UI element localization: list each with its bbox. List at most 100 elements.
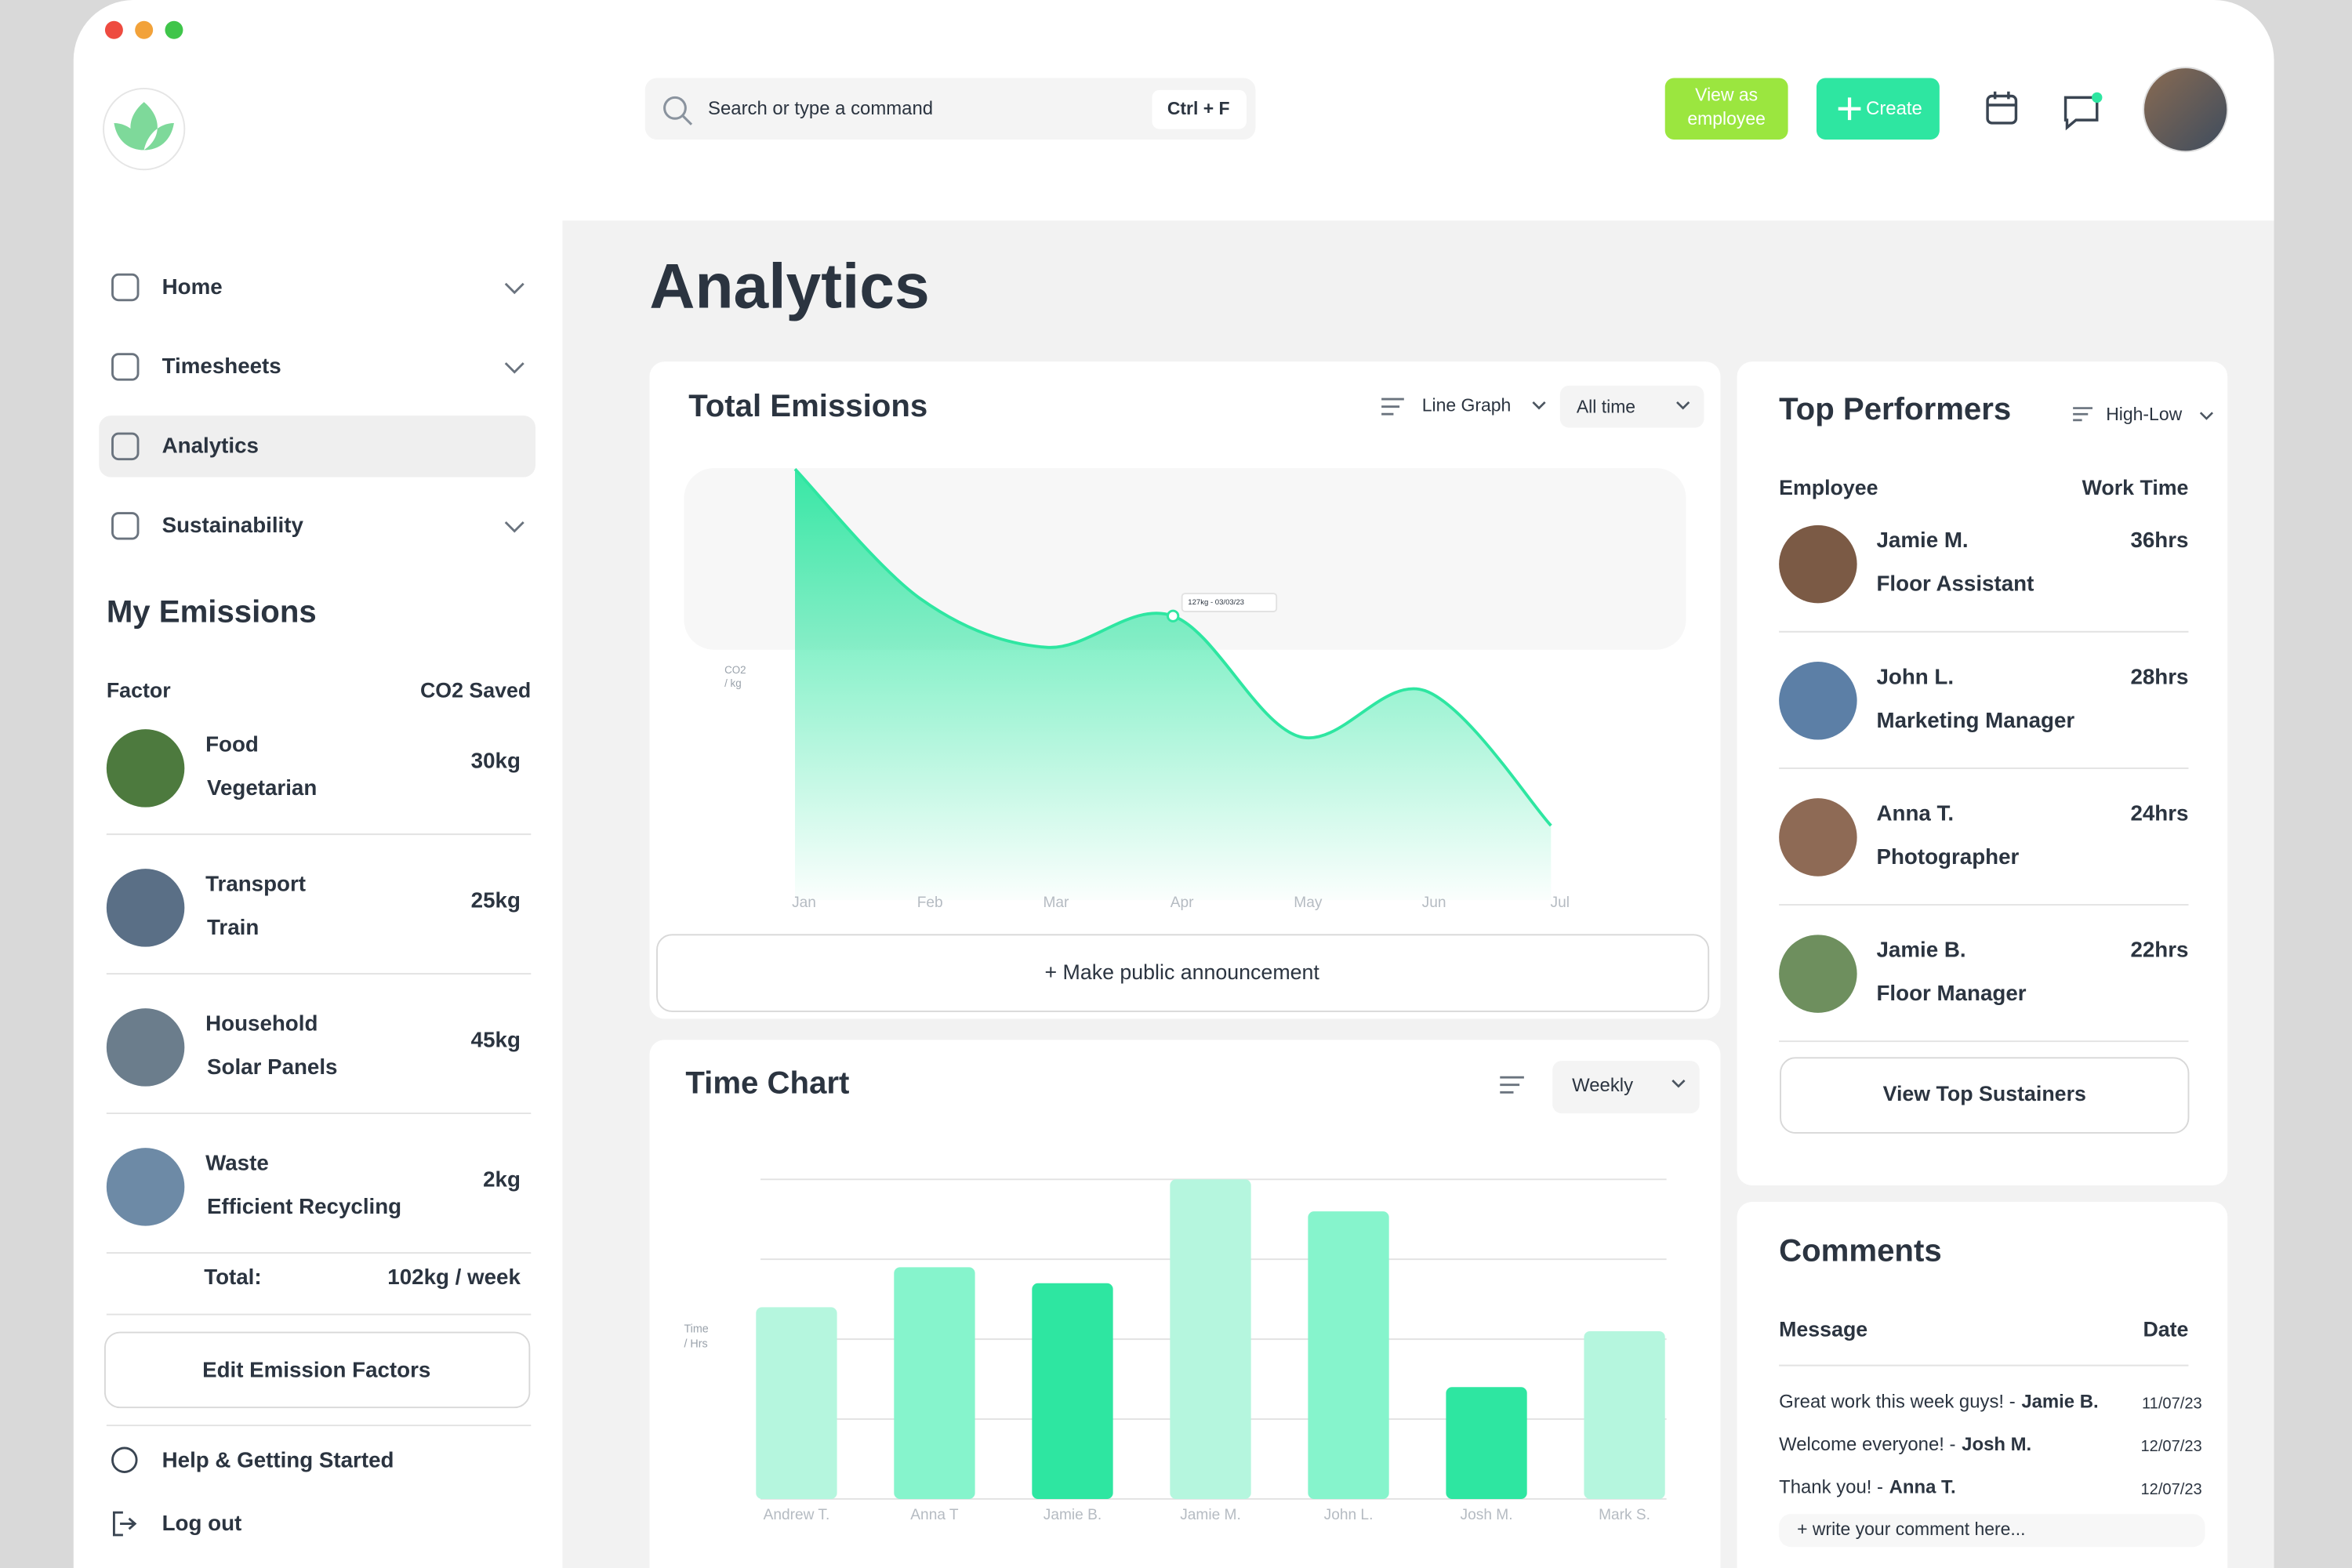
view-as-label: employee [1687,108,1766,129]
x-tick-label: Andrew T. [764,1507,830,1523]
performer-photo [1779,524,1857,604]
factor-name: Household [205,1011,318,1036]
edit-label: Edit Emission Factors [202,1358,430,1382]
comment-author: Jamie B. [2021,1392,2098,1413]
col-header: Date [2143,1318,2188,1341]
bar [1584,1330,1665,1499]
area-fill [795,469,1552,901]
x-tick-label: Jan [792,895,816,911]
comments-title: Comments [1779,1233,1942,1269]
nav-item[interactable]: Sustainability [162,513,304,537]
close-dot[interactable] [104,20,123,39]
performer-role: Floor Assistant [1876,572,2034,596]
sidebar: Home Timesheets Analytics Sustainability My … [99,273,536,1537]
performers-title: Top Performers [1779,391,2011,426]
bar [756,1307,837,1499]
highlight-point [1167,609,1180,622]
y-axis-label: / kg [724,677,742,689]
comment-input[interactable] [1779,1514,2205,1548]
x-tick-label: Feb [917,895,943,911]
filter-icon [1500,1076,1524,1094]
x-tick-label: Anna T [910,1507,959,1523]
x-tick-label: John L. [1324,1507,1374,1523]
col-header: CO2 Saved [420,678,531,702]
total-label: Total: [204,1265,261,1289]
y-axis-label: / Hrs [684,1338,707,1351]
help-icon [111,1446,138,1473]
y-axis-label: CO2 [724,664,746,676]
nav-icon [111,432,140,461]
help-link[interactable]: Help & Getting Started [162,1447,394,1472]
comment-message: Welcome everyone! - Josh M. [1779,1434,2031,1455]
factor-saved: 25kg [471,888,521,913]
performer-time: 28hrs [2130,664,2188,688]
factor-detail: Vegetarian [207,775,317,800]
performer-name: Anna T. [1876,801,1954,826]
col-header: Employee [1779,476,1878,499]
y-axis-label: Time [684,1323,708,1335]
range-select[interactable] [1559,385,1704,428]
nav-item[interactable]: Analytics [162,434,259,458]
weekly-select[interactable] [1552,1061,1700,1114]
nav-item[interactable]: Home [162,274,223,299]
performer-time: 36hrs [2130,528,2188,552]
comment-date: 11/07/23 [2142,1396,2202,1413]
x-tick-label: Jun [1422,895,1446,911]
sort-select[interactable]: High-Low [2106,404,2182,424]
performers-card [1737,361,2228,1185]
announce-button[interactable] [656,934,1710,1012]
performer-photo [1779,662,1857,740]
performer-role: Photographer [1876,844,2019,869]
nav-icon [111,353,140,381]
factor-saved: 45kg [471,1028,521,1052]
zoom-dot[interactable] [165,20,183,39]
performer-time: 22hrs [2130,938,2188,962]
time-title: Time Chart [685,1065,849,1100]
chevron [504,282,524,295]
factor-saved: 2kg [483,1167,521,1192]
emissions-title: Total Emissions [688,388,927,423]
view-as-button[interactable] [1664,78,1788,140]
page-title: Analytics [649,252,929,322]
factor-saved: 30kg [471,749,521,773]
search-box[interactable] [644,78,1256,140]
tooltip-text: 127kg - 03/03/23 [1188,598,1244,607]
comment-list: Great work this week guys! - Jamie B. 11/0… [1779,1392,2202,1498]
x-tick-label: Jamie M. [1180,1507,1241,1523]
calendar-icon[interactable] [1986,94,2018,125]
factor-photo [106,729,185,808]
chevron [504,362,524,374]
chevron [1671,1080,1686,1088]
view-select[interactable]: Line Graph [1422,395,1512,416]
comment-date: 12/07/23 [2141,1481,2202,1498]
filter-icon [2073,407,2093,422]
bar [1308,1211,1389,1499]
factor-name: Food [205,732,259,757]
comment-author: Anna T. [1889,1477,1956,1498]
nav-item[interactable]: Timesheets [162,354,281,378]
factor-detail: Efficient Recycling [207,1194,401,1218]
minimize-dot[interactable] [135,20,154,39]
message-badge [2092,92,2103,103]
logo-leaf [114,102,174,151]
performer-name: John L. [1876,664,1954,688]
user-avatar[interactable] [2143,67,2229,153]
performer-photo [1779,935,1857,1013]
comment-text: Welcome everyone! - [1779,1434,1955,1455]
comment-message: Great work this week guys! - Jamie B. [1779,1392,2099,1413]
bar [1032,1283,1113,1499]
nav-icon [111,512,140,540]
factor-photo [106,1008,185,1087]
comments-card [1737,1202,2228,1568]
col-header: Factor [107,678,171,702]
create-button[interactable] [1816,78,1940,140]
section-title: My Emissions [107,593,317,629]
edit-button[interactable] [103,1331,531,1409]
logout-link[interactable]: Log out [162,1511,242,1535]
shortcut-chip [1152,89,1247,129]
x-tick-label: Jul [1551,895,1570,911]
bar [1170,1179,1251,1499]
sustainers-button[interactable] [1780,1057,2190,1134]
